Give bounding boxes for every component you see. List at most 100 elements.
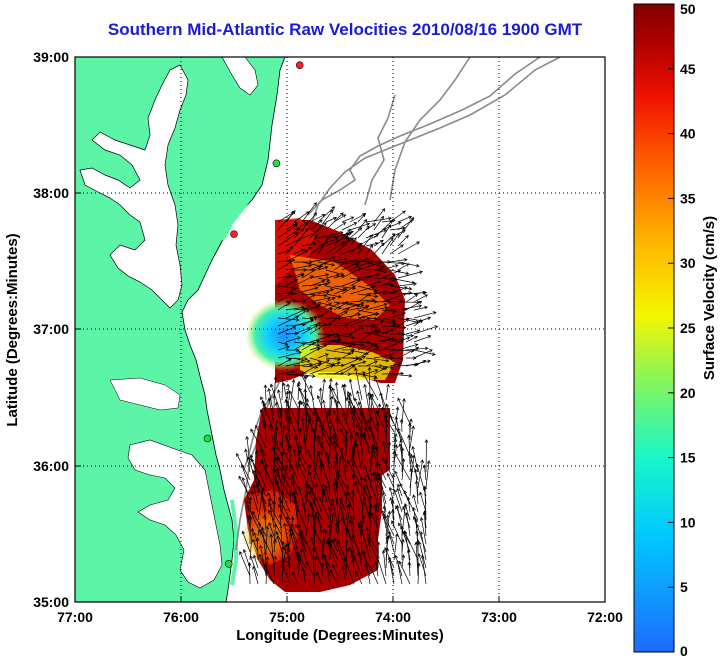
velocity-arrow [352, 405, 357, 433]
velocity-arrow [331, 539, 339, 553]
velocity-arrow [301, 341, 317, 345]
velocity-arrow [301, 363, 322, 375]
velocity-arrow [397, 343, 419, 351]
lat-tick-label: 37:00 [33, 321, 69, 337]
velocity-arrow [341, 566, 347, 585]
velocity-arrow [263, 550, 268, 569]
velocity-arrow [349, 222, 371, 231]
velocity-arrow [283, 409, 291, 441]
velocity-arrow [339, 505, 347, 529]
velocity-arrow [264, 463, 268, 481]
velocity-arrow [373, 477, 379, 497]
velocity-arrow [363, 383, 371, 417]
velocity-arrow [285, 264, 313, 271]
lon-tick-labels: 77:00 76:00 75:00 74:00 73:00 72:00 [57, 609, 623, 625]
velocity-arrow [301, 567, 307, 585]
lon-tick-label: 75:00 [269, 609, 305, 625]
velocity-arrow [413, 311, 437, 319]
velocity-arrow [373, 353, 394, 359]
velocity-arrow [424, 439, 429, 473]
velocity-arrow [390, 499, 395, 521]
velocity-arrow [369, 445, 376, 473]
lon-tick-label: 77:00 [57, 609, 93, 625]
velocity-arrow [277, 389, 283, 409]
velocity-arrow [357, 346, 380, 359]
velocity-arrow [337, 497, 343, 521]
velocity-arrow [399, 418, 404, 433]
velocity-arrow [405, 316, 432, 327]
velocity-arrow [389, 362, 403, 367]
velocity-arrow [367, 533, 379, 553]
velocity-arrow [397, 241, 420, 255]
velocity-arrow [329, 502, 334, 529]
velocity-arrow [277, 232, 299, 247]
velocity-arrow [344, 492, 355, 513]
velocity-arrow [397, 270, 424, 279]
velocity-arrow [309, 303, 322, 311]
velocity-arrow [262, 514, 267, 529]
velocity-arrow [248, 496, 253, 513]
velocity-arrow [361, 426, 368, 457]
velocity-arrow [271, 480, 276, 497]
velocity-arrow [325, 311, 348, 327]
velocity-arrow [413, 290, 427, 295]
velocity-arrow [369, 566, 379, 585]
velocity-arrow [341, 267, 362, 279]
velocity-arrow [365, 223, 377, 231]
colorbar-tick-label: 30 [680, 255, 696, 271]
velocity-arrow [309, 364, 335, 375]
velocity-arrow [318, 496, 331, 521]
velocity-arrow [277, 341, 289, 346]
velocity-arrow [373, 242, 385, 255]
velocity-arrow [301, 401, 315, 425]
velocity-arrow [293, 362, 313, 367]
velocity-arrow [354, 442, 363, 473]
station-marker [272, 159, 281, 168]
velocity-arrow [396, 487, 403, 505]
velocity-arrow [277, 358, 292, 367]
velocity-arrow [381, 292, 407, 303]
velocity-arrow [341, 332, 353, 337]
velocity-arrow [293, 222, 309, 231]
velocity-arrow [349, 298, 376, 303]
velocity-arrow [281, 546, 285, 569]
velocity-arrow [301, 501, 307, 521]
velocity-arrow [396, 483, 403, 497]
velocity-arrow [300, 529, 315, 561]
velocity-arrow [373, 320, 384, 327]
velocity-arrow [381, 277, 397, 287]
velocity-arrow [268, 423, 275, 449]
lon-tick-label: 74:00 [375, 609, 411, 625]
velocity-arrow [317, 302, 333, 311]
velocity-arrow [383, 414, 395, 433]
velocity-arrow [357, 213, 366, 223]
velocity-arrow [341, 285, 356, 295]
velocity-arrow [277, 224, 298, 239]
velocity-arrow [285, 298, 297, 303]
colorbar-tick-label: 10 [680, 514, 696, 530]
velocity-arrow [293, 228, 305, 239]
velocity-arrow [304, 409, 315, 433]
velocity-arrow [397, 216, 415, 239]
velocity-arrow [365, 267, 384, 271]
velocity-arrow [309, 214, 326, 223]
velocity-arrow [381, 365, 394, 370]
velocity-arrow [420, 554, 427, 585]
velocity-arrow [247, 562, 252, 585]
velocity-arrow [298, 456, 307, 473]
velocity-arrow [317, 339, 336, 351]
lon-tick-label: 76:00 [163, 609, 199, 625]
velocity-arrow [401, 457, 406, 481]
velocity-arrow [298, 449, 307, 465]
velocity-arrow [324, 561, 331, 585]
velocity-arrow [250, 490, 259, 513]
velocity-arrow [308, 490, 323, 521]
velocity-arrow [360, 527, 371, 561]
velocity-arrow [397, 397, 411, 425]
velocity-arrow [277, 258, 296, 263]
velocity-arrow [293, 373, 316, 378]
station-marker [203, 434, 212, 443]
velocity-arrow [388, 559, 395, 585]
velocity-arrow [332, 564, 339, 577]
velocity-arrow [245, 435, 251, 465]
